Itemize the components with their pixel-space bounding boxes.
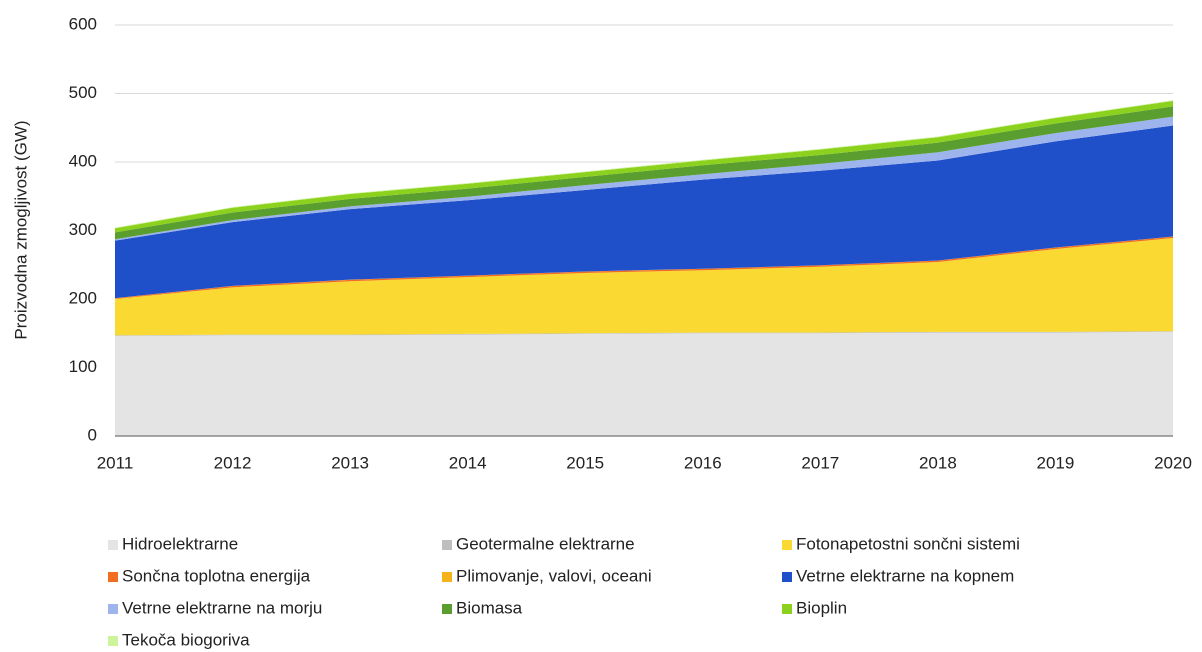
x-tick-label: 2011 xyxy=(97,453,134,472)
area xyxy=(115,331,1173,436)
legend-label: Vetrne elektrarne na kopnem xyxy=(796,566,1014,585)
x-tick-label: 2019 xyxy=(1037,453,1075,472)
x-tick-label: 2020 xyxy=(1154,453,1192,472)
legend-swatch xyxy=(108,572,118,582)
area xyxy=(115,331,1173,336)
y-tick-label: 300 xyxy=(69,220,97,239)
legend-label: Hidroelektrarne xyxy=(122,534,238,553)
legend-swatch xyxy=(442,572,452,582)
legend-label: Biomasa xyxy=(456,598,523,617)
y-tick-label: 500 xyxy=(69,83,97,102)
legend-swatch xyxy=(108,604,118,614)
legend-swatch xyxy=(782,572,792,582)
legend-swatch xyxy=(782,540,792,550)
legend-label: Tekoča biogoriva xyxy=(122,630,250,649)
legend-label: Bioplin xyxy=(796,598,847,617)
area xyxy=(115,100,1173,233)
area xyxy=(115,238,1173,336)
x-tick-label: 2012 xyxy=(214,453,252,472)
legend-swatch xyxy=(108,636,118,646)
y-tick-label: 100 xyxy=(69,357,97,376)
legend-label: Vetrne elektrarne na morju xyxy=(122,598,322,617)
legend-swatch xyxy=(442,540,452,550)
x-tick-label: 2017 xyxy=(801,453,839,472)
legend-swatch xyxy=(782,604,792,614)
x-tick-label: 2013 xyxy=(331,453,369,472)
y-axis-label: Proizvodna zmogljivost (GW) xyxy=(11,120,30,339)
legend-label: Geotermalne elektrarne xyxy=(456,534,635,553)
legend-label: Fotonapetostni sončni sistemi xyxy=(796,534,1020,553)
legend-swatch xyxy=(108,540,118,550)
y-tick-label: 600 xyxy=(69,14,97,33)
x-tick-label: 2014 xyxy=(449,453,487,472)
x-tick-label: 2015 xyxy=(566,453,604,472)
legend-swatch xyxy=(442,604,452,614)
y-tick-label: 200 xyxy=(69,288,97,307)
legend-label: Plimovanje, valovi, oceani xyxy=(456,566,652,585)
x-tick-label: 2016 xyxy=(684,453,722,472)
area xyxy=(115,125,1173,299)
y-tick-label: 400 xyxy=(69,151,97,170)
x-tick-label: 2018 xyxy=(919,453,957,472)
y-tick-label: 0 xyxy=(88,425,97,444)
legend-label: Sončna toplotna energija xyxy=(122,566,311,585)
area xyxy=(115,106,1173,240)
